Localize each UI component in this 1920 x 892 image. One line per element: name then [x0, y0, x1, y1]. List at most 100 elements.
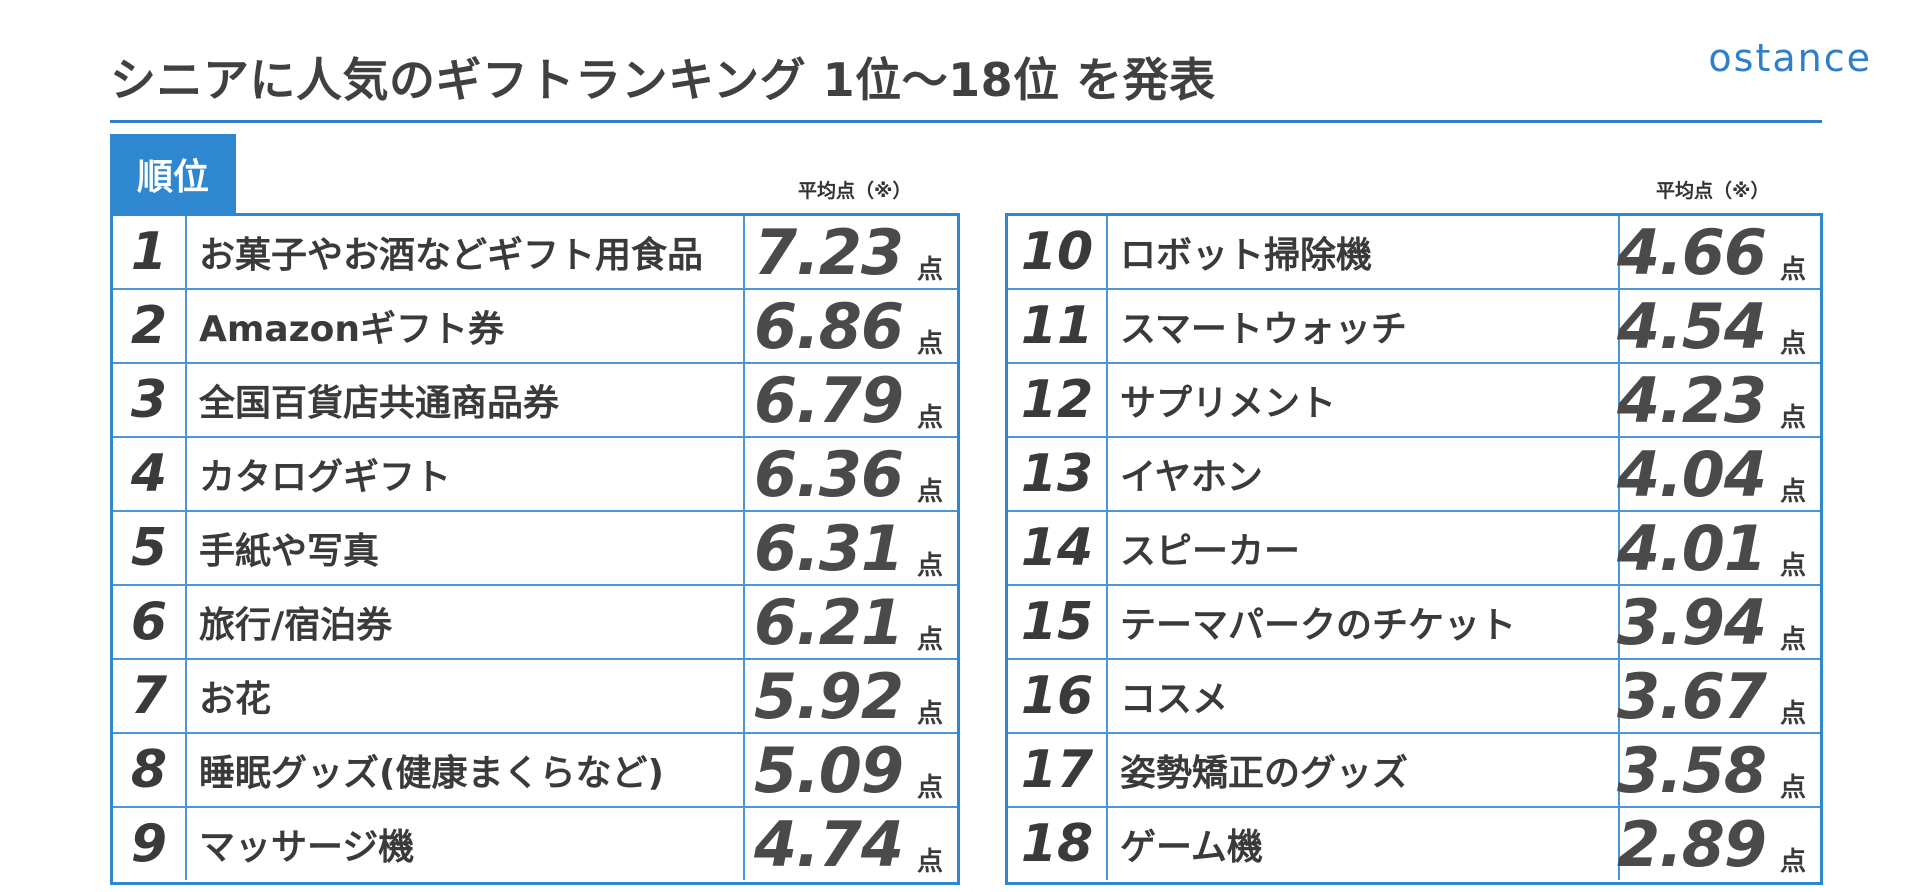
score-value: 5.09	[754, 733, 904, 807]
gift-name: スピーカー	[1108, 512, 1620, 584]
score-unit: 点	[916, 772, 943, 803]
rank-number: 15	[1008, 586, 1108, 658]
avg-score-label-left: 平均点（※）	[798, 180, 912, 202]
score-cell: 4.23 点	[1617, 363, 1820, 437]
score-value: 4.01	[1617, 511, 1767, 585]
score-unit: 点	[916, 624, 943, 655]
score-cell: 7.23 点	[745, 215, 957, 289]
gift-name: 旅行/宿泊券	[187, 586, 745, 658]
gift-name: サプリメント	[1108, 364, 1620, 436]
score-value: 2.89	[1617, 807, 1767, 881]
score-value: 4.74	[754, 807, 904, 881]
rank-number: 16	[1008, 660, 1108, 732]
gift-name: テーマパークのチケット	[1108, 586, 1620, 658]
rank-number: 9	[113, 808, 187, 880]
gift-name: 姿勢矯正のグッズ	[1108, 734, 1620, 806]
table-row: 14 スピーカー 4.01 点	[1008, 512, 1820, 586]
table-row: 16 コスメ 3.67 点	[1008, 660, 1820, 734]
ranking-table-right: 10 ロボット掃除機 4.66 点 11 スマートウォッチ 4.54 点 12 サプリメント 4.2…	[1005, 213, 1823, 885]
score-unit: 点	[916, 476, 943, 507]
score-unit: 点	[916, 698, 943, 729]
gift-name: 手紙や写真	[187, 512, 745, 584]
score-cell: 6.21 点	[745, 585, 957, 659]
score-value: 3.67	[1617, 659, 1767, 733]
table-row: 2 Amazonギフト券 6.86 点	[113, 290, 957, 364]
score-cell: 5.09 点	[745, 733, 957, 807]
gift-name: ロボット掃除機	[1108, 216, 1620, 288]
score-cell: 2.89 点	[1617, 807, 1820, 881]
table-row: 11 スマートウォッチ 4.54 点	[1008, 290, 1820, 364]
score-unit: 点	[1779, 402, 1806, 433]
score-cell: 4.01 点	[1617, 511, 1820, 585]
score-unit: 点	[916, 254, 943, 285]
table-row: 6 旅行/宿泊券 6.21 点	[113, 586, 957, 660]
gift-name: スマートウォッチ	[1108, 290, 1620, 362]
score-value: 6.36	[754, 437, 904, 511]
score-value: 4.23	[1617, 363, 1767, 437]
rank-header: 順位	[110, 134, 236, 214]
score-value: 4.04	[1617, 437, 1767, 511]
score-value: 7.23	[754, 215, 904, 289]
table-row: 7 お花 5.92 点	[113, 660, 957, 734]
table-row: 8 睡眠グッズ(健康まくらなど) 5.09 点	[113, 734, 957, 808]
table-row: 5 手紙や写真 6.31 点	[113, 512, 957, 586]
score-cell: 6.36 点	[745, 437, 957, 511]
score-value: 5.92	[754, 659, 904, 733]
rank-number: 10	[1008, 216, 1108, 288]
rank-number: 4	[113, 438, 187, 510]
rank-number: 7	[113, 660, 187, 732]
rank-number: 6	[113, 586, 187, 658]
score-unit: 点	[1779, 624, 1806, 655]
table-row: 13 イヤホン 4.04 点	[1008, 438, 1820, 512]
score-unit: 点	[1779, 698, 1806, 729]
gift-name: イヤホン	[1108, 438, 1620, 510]
rank-number: 8	[113, 734, 187, 806]
score-cell: 3.67 点	[1617, 659, 1820, 733]
gift-name: マッサージ機	[187, 808, 745, 880]
rank-number: 18	[1008, 808, 1108, 880]
brand-logo: ostance	[1708, 36, 1872, 80]
gift-name: 全国百貨店共通商品券	[187, 364, 745, 436]
avg-score-label-right: 平均点（※）	[1656, 180, 1770, 202]
gift-name: Amazonギフト券	[187, 290, 745, 362]
score-value: 6.86	[754, 289, 904, 363]
score-unit: 点	[1779, 550, 1806, 581]
gift-name: カタログギフト	[187, 438, 745, 510]
table-row: 15 テーマパークのチケット 3.94 点	[1008, 586, 1820, 660]
score-cell: 4.54 点	[1617, 290, 1820, 363]
table-row: 1 お菓子やお酒などギフト用食品 7.23 点	[113, 216, 957, 290]
score-cell: 5.92 点	[745, 659, 957, 733]
score-unit: 点	[1779, 772, 1806, 803]
table-row: 17 姿勢矯正のグッズ 3.58 点	[1008, 734, 1820, 808]
score-unit: 点	[916, 402, 943, 433]
gift-name: 睡眠グッズ(健康まくらなど)	[187, 734, 745, 806]
table-row: 4 カタログギフト 6.36 点	[113, 438, 957, 512]
table-row: 12 サプリメント 4.23 点	[1008, 364, 1820, 438]
score-unit: 点	[916, 550, 943, 581]
rank-number: 1	[113, 216, 187, 288]
table-row: 3 全国百貨店共通商品券 6.79 点	[113, 364, 957, 438]
score-cell: 3.94 点	[1617, 586, 1820, 659]
score-unit: 点	[1779, 846, 1806, 877]
score-unit: 点	[1779, 476, 1806, 507]
score-cell: 6.31 点	[745, 512, 957, 585]
gift-name: コスメ	[1108, 660, 1620, 732]
score-value: 6.79	[754, 363, 904, 437]
score-cell: 4.74 点	[745, 807, 957, 881]
score-cell: 4.66 点	[1617, 215, 1820, 289]
rank-number: 14	[1008, 512, 1108, 584]
score-value: 6.21	[754, 585, 904, 659]
rank-number: 11	[1008, 290, 1108, 362]
score-value: 4.66	[1617, 215, 1767, 289]
table-row: 18 ゲーム機 2.89 点	[1008, 807, 1820, 881]
rank-number: 5	[113, 512, 187, 584]
score-cell: 3.58 点	[1617, 734, 1820, 807]
page-title: シニアに人気のギフトランキング 1位〜18位 を発表	[110, 53, 1216, 107]
title-divider	[110, 120, 1822, 123]
rank-number: 13	[1008, 438, 1108, 510]
score-cell: 6.79 点	[745, 363, 957, 437]
score-unit: 点	[1779, 328, 1806, 359]
gift-name: お菓子やお酒などギフト用食品	[187, 216, 745, 288]
table-row: 10 ロボット掃除機 4.66 点	[1008, 216, 1820, 290]
score-cell: 4.04 点	[1617, 437, 1820, 511]
